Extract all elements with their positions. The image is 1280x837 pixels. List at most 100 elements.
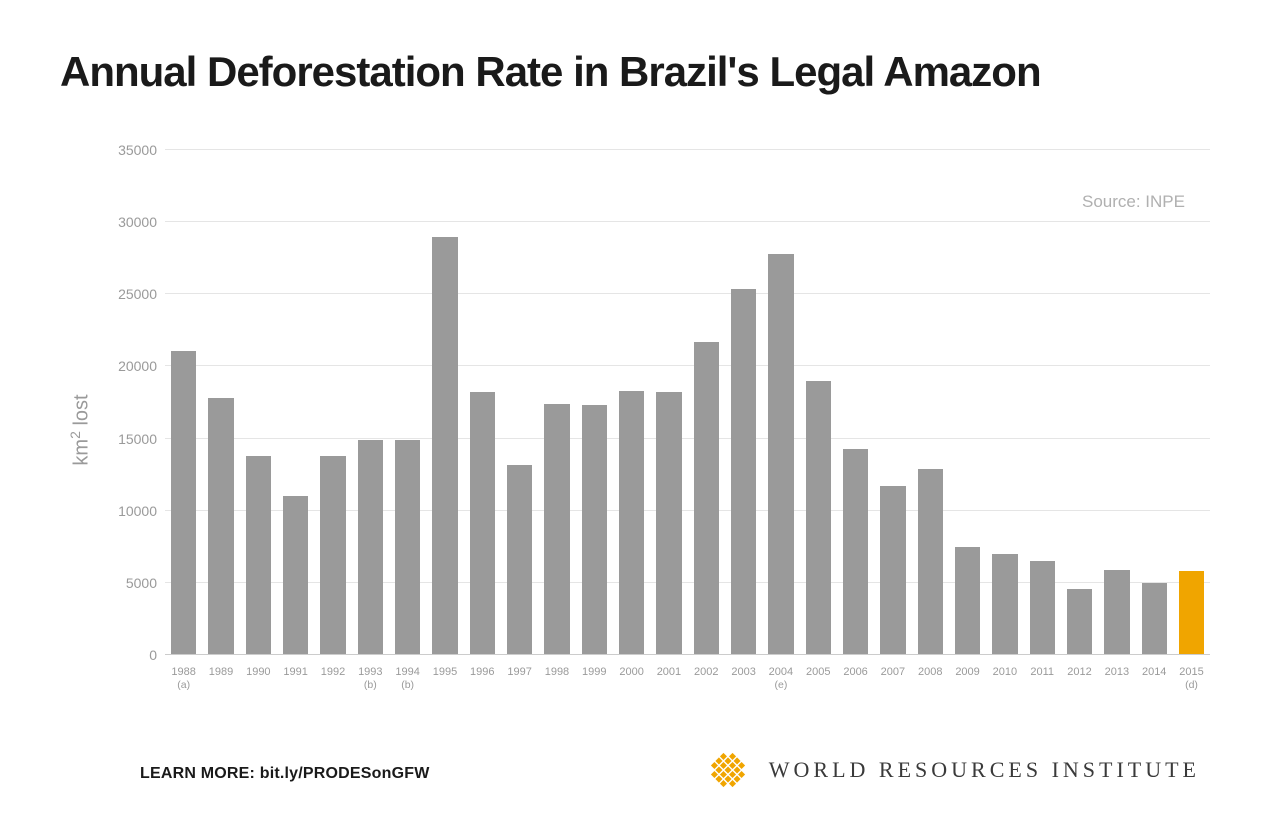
bar: [843, 449, 868, 655]
x-tick-label: 1997: [501, 660, 538, 710]
x-tick-year: 1995: [433, 666, 457, 678]
x-tick-year: 2008: [918, 666, 942, 678]
chart-container: km2 lost 0500010000150002000025000300003…: [60, 150, 1220, 710]
bars-group: [165, 150, 1210, 655]
x-tick-label: 2013: [1098, 660, 1135, 710]
bar-slot: [800, 150, 837, 655]
x-tick-year: 2001: [657, 666, 681, 678]
bar-slot: [762, 150, 799, 655]
wri-branding: WORLD RESOURCES INSTITUTE: [705, 747, 1200, 793]
bar-slot: [352, 150, 389, 655]
bar: [358, 440, 383, 655]
bar-slot: [426, 150, 463, 655]
bar: [432, 237, 457, 655]
x-tick-year: 1990: [246, 666, 270, 678]
x-tick-label: 1994(b): [389, 660, 426, 710]
x-tick-year: 2005: [806, 666, 830, 678]
x-tick-note: (b): [352, 679, 389, 692]
x-tick-year: 2014: [1142, 666, 1166, 678]
x-tick-label: 2009: [949, 660, 986, 710]
bar-slot: [725, 150, 762, 655]
bar-slot: [1024, 150, 1061, 655]
bar-slot: [501, 150, 538, 655]
x-tick-year: 2013: [1105, 666, 1129, 678]
bar: [507, 465, 532, 655]
x-tick-label: 2000: [613, 660, 650, 710]
x-tick-label: 2003: [725, 660, 762, 710]
y-tick-label: 15000: [118, 431, 157, 447]
x-tick-year: 2012: [1067, 666, 1091, 678]
x-tick-label: 2014: [1136, 660, 1173, 710]
x-tick-label: 2006: [837, 660, 874, 710]
bar: [1030, 561, 1055, 655]
x-tick-label: 1998: [538, 660, 575, 710]
x-tick-year: 2011: [1030, 666, 1054, 678]
x-tick-label: 1999: [576, 660, 613, 710]
bar-slot: [949, 150, 986, 655]
bar-slot: [240, 150, 277, 655]
x-tick-year: 2010: [993, 666, 1017, 678]
bar: [544, 404, 569, 655]
x-tick-year: 2006: [843, 666, 867, 678]
bar: [171, 351, 196, 655]
x-tick-year: 1996: [470, 666, 494, 678]
bar: [246, 456, 271, 655]
chart-title: Annual Deforestation Rate in Brazil's Le…: [60, 48, 1041, 96]
bar: [768, 254, 793, 655]
y-tick-label: 5000: [126, 575, 157, 591]
x-tick-label: 2011: [1024, 660, 1061, 710]
bar-slot: [837, 150, 874, 655]
bar: [918, 469, 943, 655]
x-tick-label: 1992: [314, 660, 351, 710]
bar: [1179, 571, 1204, 655]
bar-slot: [165, 150, 202, 655]
x-tick-label: 1988(a): [165, 660, 202, 710]
bar: [694, 342, 719, 655]
x-tick-year: 2002: [694, 666, 718, 678]
plot-area: 05000100001500020000250003000035000: [165, 150, 1210, 655]
y-tick-label: 10000: [118, 503, 157, 519]
bar: [806, 381, 831, 655]
y-tick-label: 30000: [118, 214, 157, 230]
x-tick-label: 1990: [240, 660, 277, 710]
bar: [395, 440, 420, 655]
y-tick-label: 20000: [118, 358, 157, 374]
y-axis-label: km2 lost: [67, 394, 94, 465]
bar-slot: [1098, 150, 1135, 655]
bar: [1104, 570, 1129, 655]
bar: [955, 547, 980, 655]
source-attribution: Source: INPE: [1082, 192, 1185, 212]
bar: [1067, 589, 1092, 655]
x-tick-label: 2012: [1061, 660, 1098, 710]
x-axis-line: [165, 654, 1210, 655]
bar: [208, 398, 233, 655]
bar-slot: [688, 150, 725, 655]
x-tick-year: 1993: [358, 666, 382, 678]
x-tick-year: 2000: [619, 666, 643, 678]
x-tick-year: 1989: [209, 666, 233, 678]
x-tick-year: 2004: [769, 666, 793, 678]
bar-slot: [576, 150, 613, 655]
x-tick-year: 2003: [731, 666, 755, 678]
x-tick-year: 2015: [1179, 666, 1203, 678]
bar: [731, 289, 756, 655]
bar: [992, 554, 1017, 655]
bar: [656, 392, 681, 655]
x-tick-year: 1998: [545, 666, 569, 678]
x-tick-year: 1992: [321, 666, 345, 678]
learn-more-text: LEARN MORE: bit.ly/PRODESonGFW: [140, 765, 430, 783]
bar-slot: [1061, 150, 1098, 655]
footer: LEARN MORE: bit.ly/PRODESonGFW WORLD RES…: [60, 747, 1220, 797]
x-tick-year: 1991: [283, 666, 307, 678]
x-tick-label: 2002: [688, 660, 725, 710]
y-tick-label: 35000: [118, 142, 157, 158]
x-tick-label: 2005: [800, 660, 837, 710]
x-tick-year: 1997: [507, 666, 531, 678]
bar-slot: [538, 150, 575, 655]
bar-slot: [202, 150, 239, 655]
bar-slot: [314, 150, 351, 655]
wri-org-name: WORLD RESOURCES INSTITUTE: [769, 757, 1200, 783]
bar-slot: [389, 150, 426, 655]
wri-logo-icon: [705, 747, 751, 793]
y-tick-label: 0: [149, 647, 157, 663]
